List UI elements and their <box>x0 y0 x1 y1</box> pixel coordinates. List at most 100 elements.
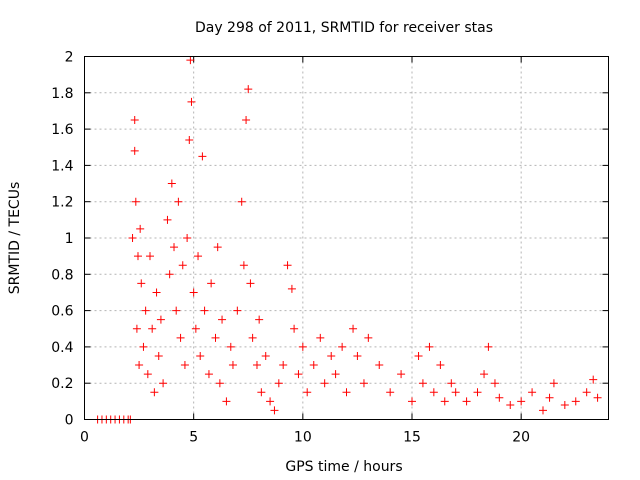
data-point <box>213 243 222 252</box>
data-point <box>130 146 139 155</box>
data-point <box>172 306 181 315</box>
data-point <box>290 324 299 333</box>
data-point <box>462 397 471 406</box>
data-point <box>418 379 427 388</box>
x-tick-label: 0 <box>80 430 89 446</box>
data-point <box>228 361 237 370</box>
data-point <box>150 388 159 397</box>
data-point <box>506 400 515 409</box>
data-point <box>480 370 489 379</box>
data-point <box>222 397 231 406</box>
data-point <box>252 361 261 370</box>
plot-frame <box>84 56 609 420</box>
data-point <box>320 379 329 388</box>
data-point <box>589 375 598 384</box>
data-point <box>176 333 185 342</box>
data-point <box>242 116 251 125</box>
y-tick-label: 1.4 <box>51 158 73 174</box>
x-tick-label: 10 <box>294 430 312 446</box>
data-point <box>233 306 242 315</box>
data-point <box>207 279 216 288</box>
data-point <box>148 324 157 333</box>
data-point <box>331 370 340 379</box>
data-point <box>298 342 307 351</box>
data-point <box>425 342 434 351</box>
data-point <box>139 342 148 351</box>
data-point <box>167 179 176 188</box>
data-point <box>484 342 493 351</box>
data-point <box>316 333 325 342</box>
y-tick-label: 1 <box>65 231 74 247</box>
data-point <box>255 315 264 324</box>
data-point <box>539 406 547 415</box>
data-point <box>582 388 591 397</box>
data-point <box>170 243 179 252</box>
data-point <box>146 252 154 261</box>
data-point <box>408 397 416 406</box>
x-axis-label: GPS time / hours <box>285 459 402 475</box>
data-point <box>545 393 554 402</box>
data-point <box>287 284 296 293</box>
data-point <box>156 315 165 324</box>
data-point <box>186 56 195 65</box>
data-point <box>189 288 198 297</box>
y-tick-label: 0.8 <box>51 267 73 283</box>
data-point <box>303 388 312 397</box>
data-point <box>185 135 194 144</box>
y-tick-label: 0.6 <box>51 304 73 320</box>
data-point <box>279 361 288 370</box>
data-point <box>270 406 279 415</box>
data-point <box>397 370 406 379</box>
data-point <box>338 342 347 351</box>
y-tick-label: 2 <box>65 50 74 66</box>
data-point <box>130 116 139 125</box>
data-point <box>246 279 255 288</box>
data-point <box>447 379 456 388</box>
data-point <box>174 197 183 206</box>
data-point <box>309 361 318 370</box>
data-point <box>429 388 438 397</box>
data-point <box>132 324 141 333</box>
data-point <box>137 279 146 288</box>
y-tick-label: 1.8 <box>51 86 73 102</box>
data-point <box>549 379 558 388</box>
data-point <box>257 388 266 397</box>
data-point <box>327 351 336 360</box>
data-point <box>191 324 200 333</box>
data-point <box>436 361 445 370</box>
x-tick-label: 15 <box>403 430 421 446</box>
data-point <box>353 351 362 360</box>
data-point <box>364 333 373 342</box>
data-point <box>473 388 482 397</box>
data-point <box>517 397 526 406</box>
data-point <box>159 379 168 388</box>
x-tick-label: 20 <box>512 430 530 446</box>
data-point <box>215 379 224 388</box>
data-point <box>204 370 213 379</box>
data-point <box>244 85 253 94</box>
y-tick-label: 1.2 <box>51 195 73 211</box>
data-point <box>154 351 163 360</box>
y-tick-label: 0.4 <box>51 340 73 356</box>
chart-title: Day 298 of 2011, SRMTID for receiver sta… <box>195 20 493 36</box>
data-point <box>349 324 358 333</box>
data-point <box>183 234 192 242</box>
data-point <box>133 252 142 261</box>
data-point <box>200 306 209 315</box>
data-point <box>342 388 351 397</box>
data-point <box>274 379 283 388</box>
data-point <box>451 388 460 397</box>
data-point <box>375 361 384 370</box>
data-point <box>196 351 205 360</box>
y-tick-label: 1.6 <box>51 122 73 138</box>
data-point <box>143 370 152 379</box>
data-point <box>141 306 150 315</box>
data-point <box>131 197 140 206</box>
data-point <box>414 351 423 360</box>
data-point <box>266 397 275 406</box>
data-point <box>294 370 303 379</box>
data-point <box>187 97 196 106</box>
data-point <box>178 261 187 270</box>
x-tick-label: 5 <box>189 430 198 446</box>
